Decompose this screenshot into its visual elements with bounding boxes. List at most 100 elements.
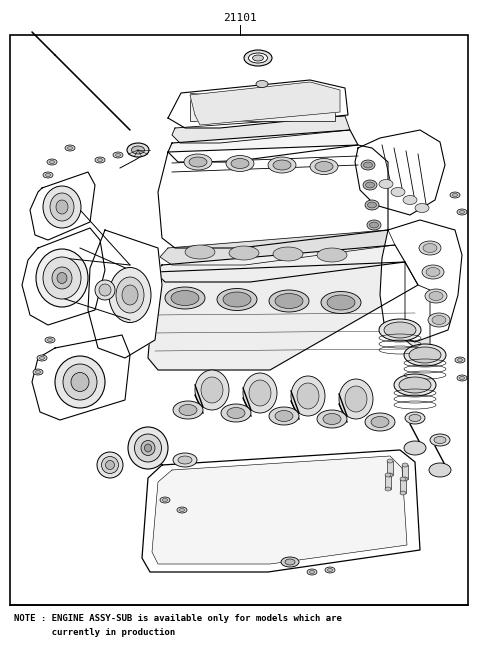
- Ellipse shape: [409, 415, 421, 422]
- Bar: [387, 461, 393, 475]
- Ellipse shape: [163, 499, 168, 501]
- Ellipse shape: [65, 145, 75, 151]
- Ellipse shape: [56, 200, 68, 214]
- Ellipse shape: [179, 405, 197, 415]
- Ellipse shape: [50, 193, 74, 221]
- Ellipse shape: [457, 209, 467, 215]
- Ellipse shape: [371, 417, 389, 428]
- Ellipse shape: [101, 457, 119, 474]
- Ellipse shape: [99, 284, 111, 296]
- Ellipse shape: [227, 407, 245, 419]
- Ellipse shape: [379, 179, 393, 189]
- Polygon shape: [155, 245, 405, 282]
- Ellipse shape: [429, 292, 443, 300]
- Ellipse shape: [339, 379, 373, 419]
- Ellipse shape: [173, 453, 197, 467]
- Ellipse shape: [221, 404, 251, 422]
- Polygon shape: [168, 130, 358, 162]
- Ellipse shape: [367, 220, 381, 230]
- Ellipse shape: [269, 407, 299, 425]
- Ellipse shape: [195, 370, 229, 410]
- Ellipse shape: [185, 245, 215, 259]
- Ellipse shape: [217, 288, 257, 311]
- Ellipse shape: [379, 319, 421, 341]
- Ellipse shape: [391, 187, 405, 196]
- Ellipse shape: [327, 568, 333, 572]
- Ellipse shape: [49, 160, 55, 164]
- Ellipse shape: [106, 461, 115, 470]
- Ellipse shape: [394, 374, 436, 396]
- Ellipse shape: [281, 557, 299, 567]
- Ellipse shape: [55, 356, 105, 408]
- Ellipse shape: [327, 295, 355, 310]
- Ellipse shape: [361, 160, 375, 170]
- Ellipse shape: [399, 377, 431, 393]
- Polygon shape: [158, 145, 388, 248]
- Bar: [190, 93, 335, 121]
- Ellipse shape: [223, 292, 251, 307]
- Ellipse shape: [291, 376, 325, 416]
- Ellipse shape: [189, 157, 207, 167]
- Ellipse shape: [63, 364, 97, 400]
- Bar: [400, 479, 406, 493]
- Ellipse shape: [317, 248, 347, 262]
- Ellipse shape: [178, 456, 192, 464]
- Ellipse shape: [36, 371, 40, 373]
- Ellipse shape: [52, 267, 72, 289]
- Ellipse shape: [404, 344, 446, 366]
- Ellipse shape: [68, 147, 72, 150]
- Ellipse shape: [132, 146, 144, 154]
- Ellipse shape: [128, 427, 168, 469]
- Ellipse shape: [273, 247, 303, 261]
- Ellipse shape: [368, 202, 376, 208]
- Ellipse shape: [419, 241, 441, 255]
- Ellipse shape: [43, 257, 81, 299]
- Ellipse shape: [432, 315, 446, 325]
- Ellipse shape: [43, 186, 81, 228]
- Ellipse shape: [97, 452, 123, 478]
- Bar: [10, 35, 468, 605]
- Ellipse shape: [231, 158, 249, 168]
- Ellipse shape: [403, 196, 417, 204]
- Ellipse shape: [269, 290, 309, 312]
- Polygon shape: [190, 82, 340, 125]
- Ellipse shape: [365, 413, 395, 431]
- Ellipse shape: [426, 267, 440, 277]
- Ellipse shape: [429, 463, 451, 477]
- Ellipse shape: [57, 273, 67, 284]
- Ellipse shape: [425, 289, 447, 303]
- Ellipse shape: [400, 491, 406, 495]
- Ellipse shape: [402, 477, 408, 481]
- Ellipse shape: [45, 337, 55, 343]
- Ellipse shape: [422, 265, 444, 279]
- Ellipse shape: [323, 413, 341, 424]
- Ellipse shape: [95, 157, 105, 163]
- Ellipse shape: [122, 285, 138, 305]
- Ellipse shape: [47, 159, 57, 165]
- Ellipse shape: [244, 50, 272, 66]
- Ellipse shape: [226, 156, 254, 171]
- Ellipse shape: [409, 347, 441, 363]
- Ellipse shape: [95, 280, 115, 300]
- Polygon shape: [405, 262, 430, 350]
- Ellipse shape: [180, 509, 184, 512]
- Ellipse shape: [423, 244, 437, 252]
- Polygon shape: [355, 130, 445, 215]
- Ellipse shape: [455, 357, 465, 363]
- Text: currently in production: currently in production: [14, 628, 175, 637]
- Ellipse shape: [285, 559, 295, 565]
- Polygon shape: [152, 456, 407, 564]
- Ellipse shape: [134, 434, 161, 462]
- Ellipse shape: [171, 290, 199, 306]
- Ellipse shape: [345, 386, 367, 412]
- Ellipse shape: [243, 373, 277, 413]
- Ellipse shape: [457, 375, 467, 381]
- Ellipse shape: [252, 55, 264, 61]
- Ellipse shape: [321, 292, 361, 313]
- Ellipse shape: [385, 473, 391, 477]
- Ellipse shape: [249, 53, 267, 63]
- Ellipse shape: [36, 249, 88, 307]
- Ellipse shape: [387, 473, 393, 477]
- Polygon shape: [168, 80, 348, 128]
- Ellipse shape: [457, 359, 463, 361]
